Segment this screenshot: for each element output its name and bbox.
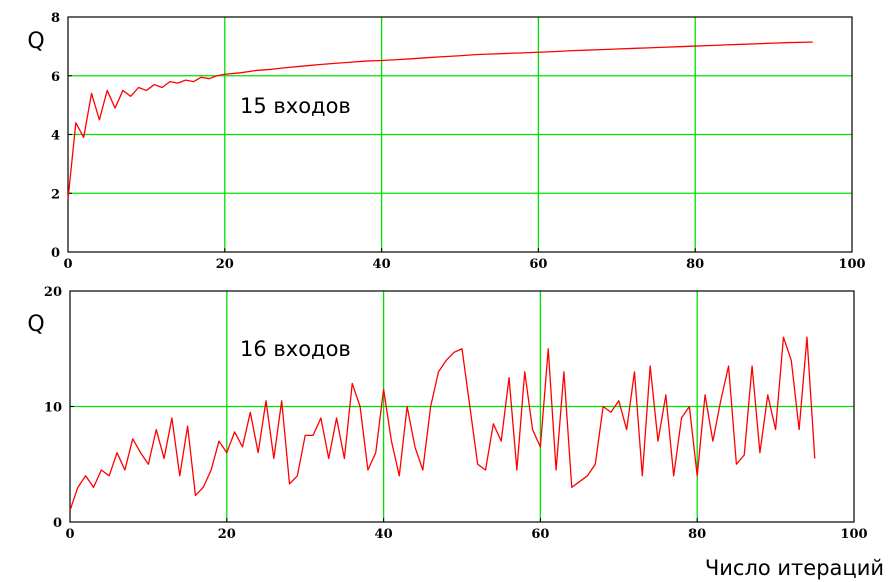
x-tick-label: 80 (686, 257, 704, 272)
x-tick-label: 40 (375, 527, 393, 542)
x-tick-label: 60 (529, 257, 547, 272)
x-axis-title: Число итераций (705, 556, 884, 580)
y-axis-label: Q (27, 312, 44, 337)
x-tick-label: 20 (216, 257, 234, 272)
y-tick-label: 4 (51, 129, 60, 144)
y-tick-label: 6 (51, 70, 60, 85)
x-tick-label: 0 (65, 527, 74, 542)
series-line (67, 41, 813, 200)
x-tick-label: 40 (373, 257, 391, 272)
y-axis-label: Q (27, 29, 44, 54)
y-tick-label: 8 (51, 11, 60, 26)
x-tick-label: 20 (218, 527, 236, 542)
x-tick-label: 60 (531, 527, 549, 542)
y-tick-label: 0 (53, 516, 62, 531)
y-tick-label: 10 (44, 401, 62, 416)
x-tick-label: 100 (840, 527, 867, 542)
series-line (69, 336, 816, 511)
y-tick-label: 0 (51, 246, 60, 261)
x-tick-label: 80 (688, 527, 706, 542)
x-tick-label: 100 (838, 257, 865, 272)
chart-panel-15-inputs: 0 20 40 60 80 100 0 2 4 6 8Q 15 входов (27, 11, 865, 272)
y-tick-label: 2 (51, 187, 60, 202)
annotation-label: 15 входов (240, 94, 351, 118)
y-tick-label: 20 (44, 285, 62, 300)
x-tick-label: 0 (63, 257, 72, 272)
annotation-label: 16 входов (240, 337, 351, 361)
